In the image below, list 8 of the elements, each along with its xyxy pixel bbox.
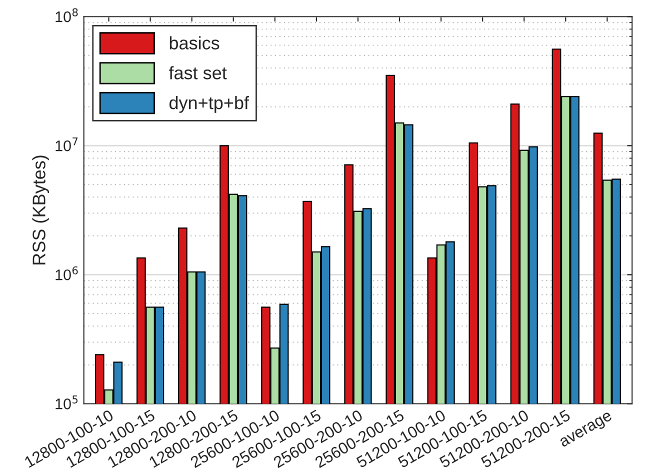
legend-label: dyn+tp+bf bbox=[169, 96, 250, 113]
y-tick-label: 10$^{6}$ bbox=[56, 266, 78, 280]
legend-label: basics bbox=[170, 36, 220, 50]
y-axis-title: RSS (KBytes) bbox=[32, 156, 49, 264]
legend-label: fast set bbox=[168, 66, 227, 80]
y-tick-label: 10$^{8}$ bbox=[56, 8, 78, 22]
y-tick-label: 10$^{5}$ bbox=[56, 396, 78, 410]
y-tick-label: 10$^{7}$ bbox=[56, 137, 78, 152]
